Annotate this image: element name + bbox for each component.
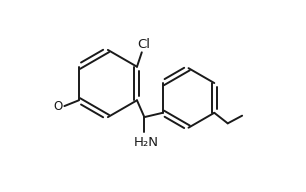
Text: O: O	[54, 100, 63, 113]
Text: Cl: Cl	[137, 38, 150, 51]
Text: H₂N: H₂N	[134, 136, 159, 149]
